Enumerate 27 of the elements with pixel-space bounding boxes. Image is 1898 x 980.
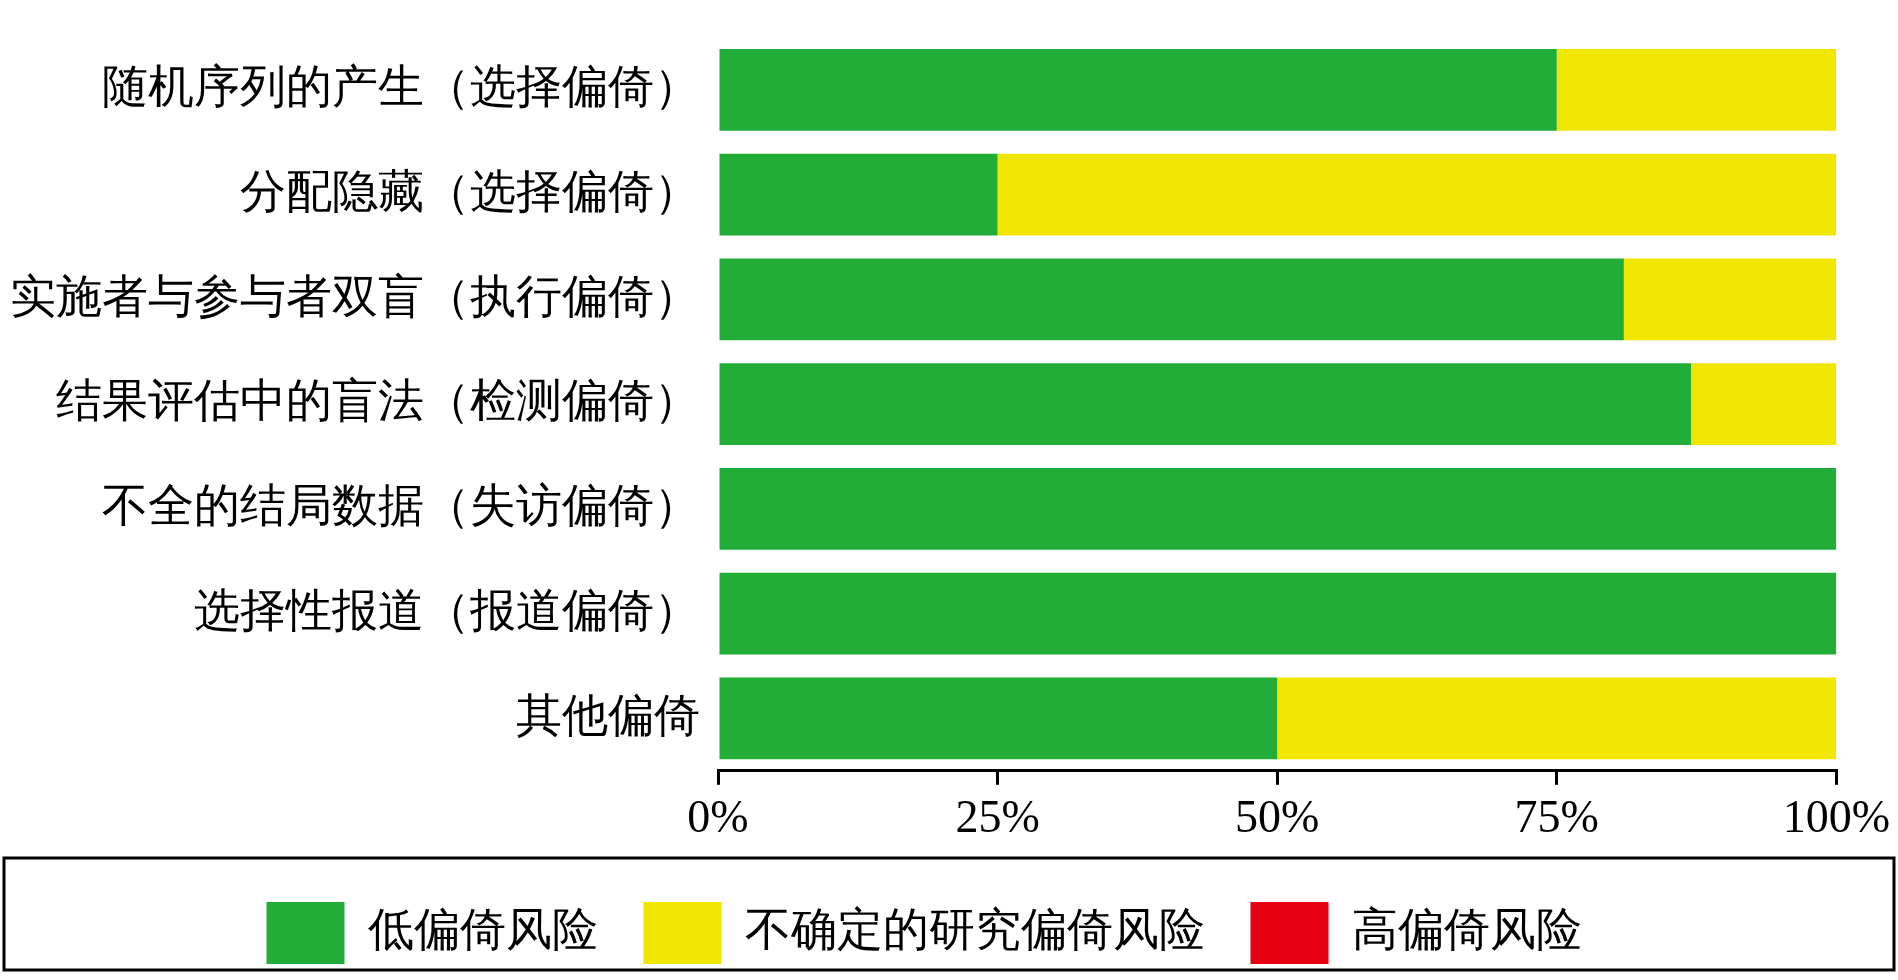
y-tick-label: 随机序列的产生（选择偏倚） — [102, 61, 700, 113]
bar — [719, 258, 1624, 341]
y-tick-label: 结果评估中的盲法（检测偏倚） — [56, 375, 700, 427]
x-tick-label: 75% — [1514, 791, 1599, 843]
bar — [997, 153, 1837, 236]
y-tick-label: 选择性报道（报道偏倚） — [194, 584, 700, 636]
y-tick-label: 分配隐藏（选择偏倚） — [240, 165, 700, 217]
bar — [719, 363, 1691, 446]
x-tick-label: 100% — [1782, 791, 1890, 843]
bar — [1623, 258, 1837, 341]
legend-label: 高偏倚风险 — [1351, 904, 1582, 956]
bar — [1277, 677, 1837, 760]
x-tick-label: 25% — [955, 791, 1040, 843]
bar — [719, 677, 1278, 760]
legend-label: 低偏倚风险 — [367, 904, 598, 956]
y-tick-label: 不全的结局数据（失访偏倚） — [102, 480, 700, 532]
bar — [719, 49, 1557, 131]
y-tick-label: 其他偏倚 — [516, 689, 700, 741]
bar — [719, 468, 1837, 550]
legend-label: 不确定的研究偏倚风险 — [744, 904, 1205, 956]
y-tick-label: 实施者与参与者双盲（执行偏倚） — [10, 270, 700, 322]
x-tick-label: 0% — [687, 791, 749, 843]
bar — [1690, 363, 1837, 446]
x-tick-label: 50% — [1235, 791, 1320, 843]
bar — [719, 153, 998, 236]
bar — [1556, 49, 1837, 131]
bar — [719, 572, 1837, 655]
